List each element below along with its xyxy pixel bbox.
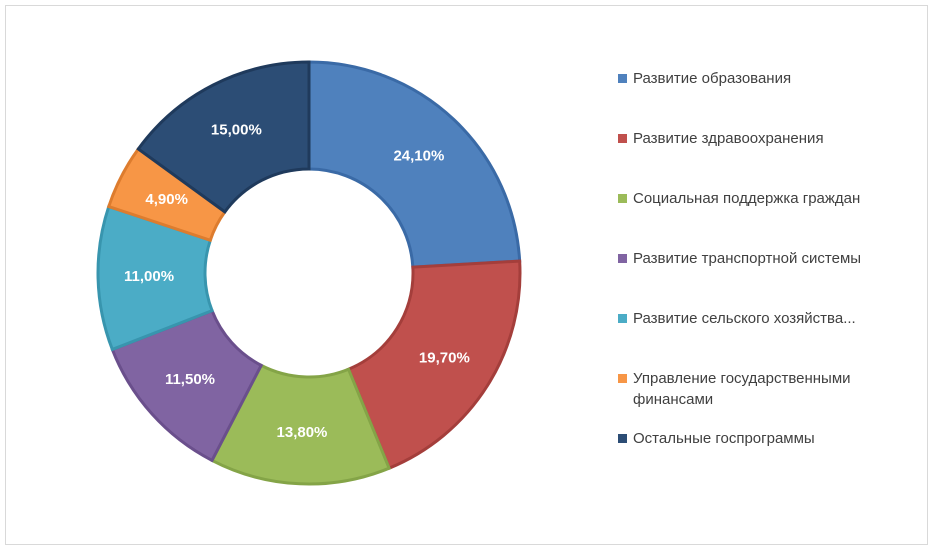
legend-label: Управление государственными финансами bbox=[633, 370, 851, 408]
data-label-7: 15,00% bbox=[211, 121, 262, 138]
donut-slice-7 bbox=[136, 60, 311, 214]
data-label-3: 13,80% bbox=[277, 424, 328, 441]
legend-swatch bbox=[618, 314, 627, 323]
legend-item-5: Развитие сельского хозяйства... bbox=[618, 308, 913, 329]
legend-item-3: Социальная поддержка граждан bbox=[618, 188, 913, 209]
donut-slice-1 bbox=[307, 60, 522, 269]
legend-label: Развитие образования bbox=[633, 70, 792, 87]
legend-swatch bbox=[618, 74, 627, 83]
legend-label: Развитие здравоохранения bbox=[633, 130, 824, 147]
legend-label: Социальная поддержка граждан bbox=[633, 190, 861, 207]
legend-label: Остальные госпрограммы bbox=[633, 430, 815, 447]
legend-swatch bbox=[618, 194, 627, 203]
legend-item-6: Управление государственными финансами bbox=[618, 368, 913, 410]
legend-label: Развитие транспортной системы bbox=[633, 250, 862, 267]
legend-swatch bbox=[618, 374, 627, 383]
data-label-2: 19,70% bbox=[419, 349, 470, 366]
data-label-5: 11,00% bbox=[124, 268, 174, 285]
donut-slice-3 bbox=[210, 363, 392, 486]
donut-slice-2 bbox=[346, 259, 522, 471]
data-label-4: 11,50% bbox=[165, 371, 215, 388]
legend-item-7: Остальные госпрограммы bbox=[618, 428, 913, 449]
legend-swatch bbox=[618, 434, 627, 443]
legend-item-2: Развитие здравоохранения bbox=[618, 128, 913, 149]
data-label-6: 4,90% bbox=[145, 191, 188, 208]
legend-label: Развитие сельского хозяйства... bbox=[633, 310, 856, 327]
legend-item-1: Развитие образования bbox=[618, 68, 913, 89]
legend-item-4: Развитие транспортной системы bbox=[618, 248, 913, 269]
legend-swatch bbox=[618, 134, 627, 143]
legend-swatch bbox=[618, 254, 627, 263]
data-label-1: 24,10% bbox=[393, 148, 444, 165]
